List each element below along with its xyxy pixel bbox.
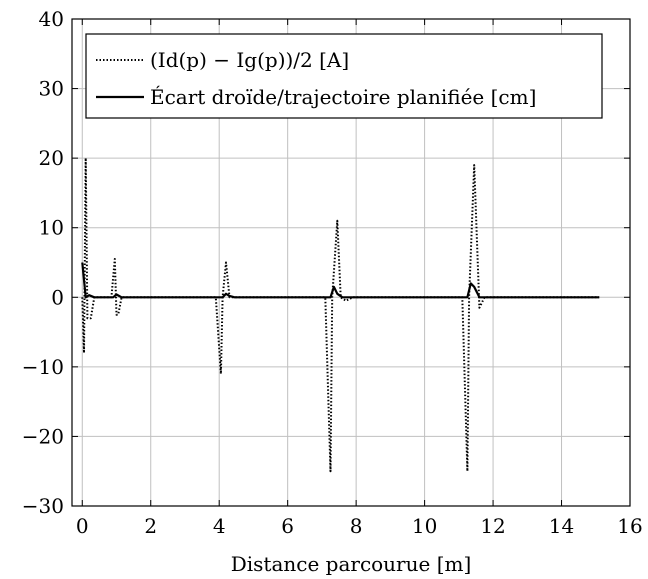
y-tick-label: −10 xyxy=(22,355,64,379)
plot-frame xyxy=(71,18,631,507)
legend: (Id(p) − Ig(p))/2 [A] Écart droïde/traje… xyxy=(85,33,603,119)
legend-label-current-diff: (Id(p) − Ig(p))/2 [A] xyxy=(150,48,349,72)
y-tick-label: −20 xyxy=(22,424,64,448)
legend-label-deviation: Écart droïde/trajectoire planifiée [cm] xyxy=(150,85,536,109)
x-tick-label: 0 xyxy=(76,514,89,538)
y-tick-label: 40 xyxy=(39,7,64,31)
x-tick-label: 16 xyxy=(617,514,642,538)
legend-box xyxy=(85,33,603,119)
y-tick-label: 30 xyxy=(39,77,64,101)
x-tick-label: 12 xyxy=(480,514,505,538)
x-tick-label: 8 xyxy=(350,514,363,538)
y-tick-label: 20 xyxy=(39,146,64,170)
x-tick-label: 10 xyxy=(412,514,437,538)
x-tick-label: 14 xyxy=(549,514,574,538)
series-current-diff-line xyxy=(81,157,600,473)
x-tick-label: 4 xyxy=(213,514,226,538)
tick-labels: 0 2 4 6 8 10 12 14 16 −30 −20 −10 0 10 20 30 40 xyxy=(22,7,643,538)
y-tick-label: 0 xyxy=(51,285,64,309)
y-tick-label: −30 xyxy=(22,494,64,518)
ticks xyxy=(72,18,631,507)
series-deviation-line xyxy=(81,262,600,299)
x-axis-label: Distance parcourue [m] xyxy=(231,552,472,576)
series-layer xyxy=(81,157,600,473)
y-tick-label: 10 xyxy=(39,216,64,240)
x-tick-label: 6 xyxy=(281,514,294,538)
x-tick-label: 2 xyxy=(144,514,157,538)
